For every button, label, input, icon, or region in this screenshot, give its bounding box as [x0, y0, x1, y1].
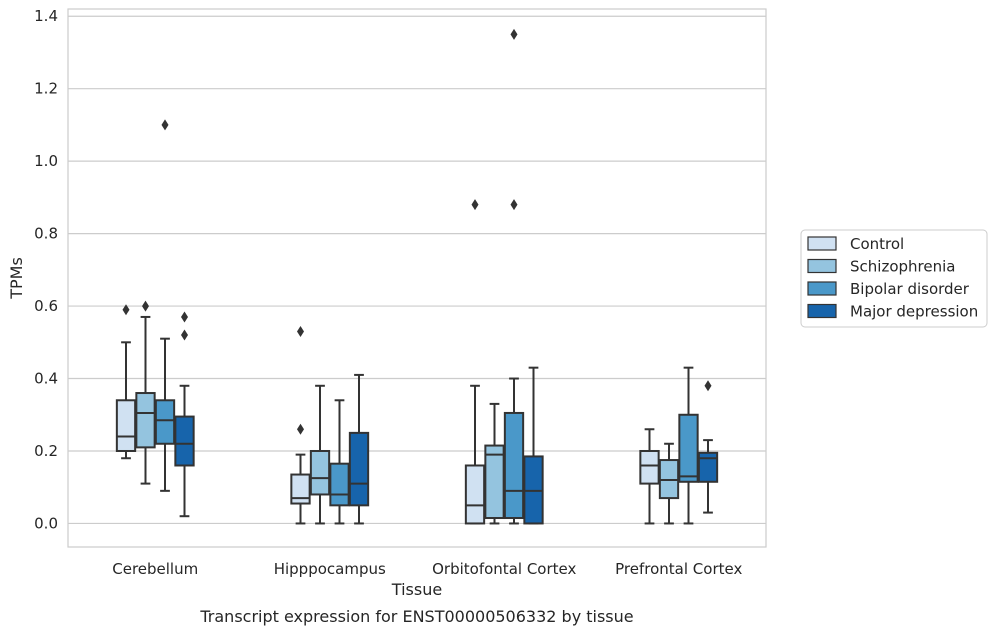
legend-label: Bipolar disorder — [850, 280, 970, 298]
outlier-point — [471, 199, 479, 211]
legend-frame — [800, 229, 988, 328]
x-tick-label: Prefrontal Cortex — [615, 560, 742, 578]
box-body — [503, 411, 525, 520]
box-major-depression — [174, 311, 195, 518]
box-body — [348, 431, 370, 507]
outlier-point — [704, 380, 712, 392]
box-body — [697, 451, 719, 483]
outlier-point — [161, 119, 169, 131]
box-bipolar-disorder — [678, 366, 699, 525]
box-body — [115, 399, 137, 452]
box-body — [309, 449, 331, 496]
y-tick-label: 1.2 — [34, 80, 58, 98]
legend-label: Control — [850, 235, 904, 253]
outlier-point — [122, 304, 130, 316]
box-body — [484, 444, 505, 520]
y-axis-label: TPMs — [7, 257, 26, 300]
chart-caption: Transcript expression for ENST0000050633… — [199, 607, 633, 626]
outlier-point — [181, 329, 188, 341]
y-tick-label: 0.6 — [34, 297, 58, 315]
legend: Control Schizophrenia Bipolar disorder Majo… — [800, 229, 988, 328]
box-control — [290, 325, 311, 525]
box-schizophrenia — [309, 384, 331, 525]
y-tick-label: 0.2 — [34, 442, 58, 460]
box-control — [639, 428, 660, 525]
plot-area-frame — [67, 8, 767, 548]
y-axis-ticks: 0.0 0.2 0.4 0.6 0.8 1.0 1.2 1.4 — [34, 7, 58, 532]
outlier-point — [510, 199, 518, 211]
outlier-point — [297, 423, 304, 435]
box-body — [154, 399, 176, 445]
x-axis-ticks: Cerebellum Hipppocampus Orbitofontal Corte… — [112, 560, 742, 578]
box-bipolar-disorder — [154, 119, 176, 492]
box-schizophrenia — [484, 402, 505, 525]
outlier-point — [297, 325, 304, 337]
outlier-point — [181, 311, 188, 323]
box-control — [115, 304, 137, 460]
x-tick-label: Hipppocampus — [274, 560, 386, 578]
x-axis-label: Tissue — [391, 580, 442, 599]
y-tick-label: 0.8 — [34, 225, 58, 243]
box-major-depression — [697, 380, 719, 514]
y-tick-label: 1.4 — [34, 7, 58, 25]
y-tick-label: 1.0 — [34, 152, 58, 170]
box-schizophrenia — [658, 442, 680, 525]
legend-swatch — [807, 303, 837, 319]
y-tick-label: 0.0 — [34, 514, 58, 532]
box-control — [464, 199, 486, 525]
box-major-depression — [523, 366, 544, 525]
box-major-depression — [348, 373, 370, 525]
box-body — [639, 449, 660, 485]
box-body — [464, 464, 486, 525]
box-schizophrenia — [135, 300, 156, 485]
y-tick-label: 0.4 — [34, 370, 58, 388]
box-body — [290, 473, 311, 505]
legend-swatch — [807, 236, 837, 251]
outlier-point — [142, 300, 149, 312]
legend-label: Major depression — [850, 303, 978, 321]
legend-swatch — [807, 258, 837, 274]
box-bipolar-disorder — [329, 399, 350, 525]
box-body — [678, 413, 699, 483]
legend-label: Schizophrenia — [850, 258, 955, 276]
x-tick-label: Orbitofontal Cortex — [432, 560, 576, 578]
legend-swatch — [807, 281, 837, 296]
outlier-point — [510, 28, 518, 40]
box-body — [329, 462, 350, 507]
x-tick-label: Cerebellum — [112, 560, 198, 578]
gridlines — [68, 15, 766, 525]
box-bipolar-disorder — [503, 28, 525, 525]
box-body — [174, 415, 195, 467]
box-body — [135, 392, 156, 449]
box-groups — [115, 28, 719, 525]
